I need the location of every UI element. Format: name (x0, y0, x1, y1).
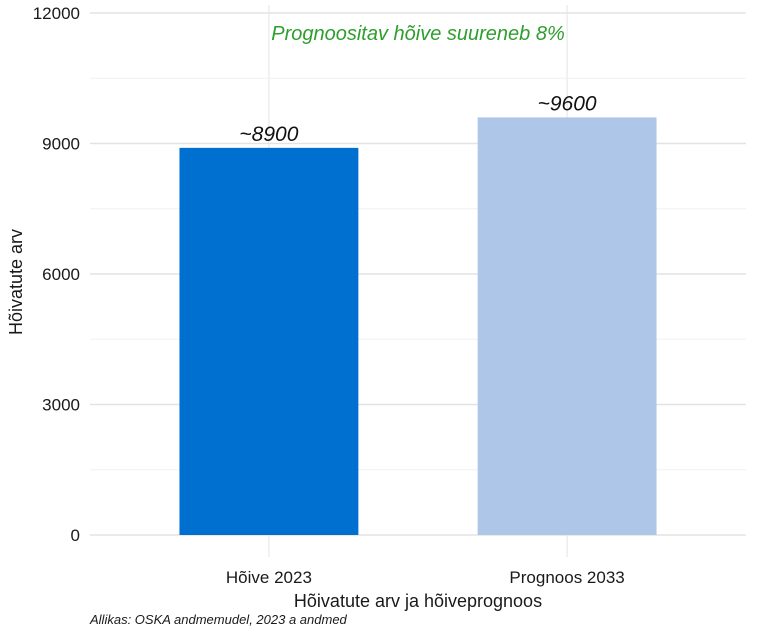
y-tick-label-4: 12000 (33, 4, 80, 23)
source-caption: Allikas: OSKA andmemudel, 2023 a andmed (90, 612, 347, 627)
chart-annotation: Prognoositav hõive suureneb 8% (271, 23, 565, 45)
data-labels: ~8900 ~9600 (239, 92, 596, 145)
bar-1 (477, 117, 657, 536)
y-axis-title: Hõivatute arv (6, 229, 26, 335)
x-axis-ticks: Hõive 2023 Prognoos 2033 (226, 568, 625, 587)
y-axis-ticks: 0 3000 6000 9000 12000 (33, 4, 80, 545)
y-tick-label-3: 9000 (42, 135, 80, 154)
y-tick-label-2: 6000 (42, 265, 80, 284)
y-tick-label-1: 3000 (42, 396, 80, 415)
bar-value-label-0: ~8900 (239, 123, 298, 146)
bar-value-label-1: ~9600 (538, 92, 597, 115)
x-axis-title: Hõivatute arv ja hõiveprognoos (294, 591, 542, 611)
x-tick-label-1: Prognoos 2033 (509, 568, 624, 587)
bar-0 (179, 147, 359, 535)
bars (179, 117, 657, 536)
y-tick-label-0: 0 (71, 526, 80, 545)
x-tick-label-0: Hõive 2023 (226, 568, 312, 587)
